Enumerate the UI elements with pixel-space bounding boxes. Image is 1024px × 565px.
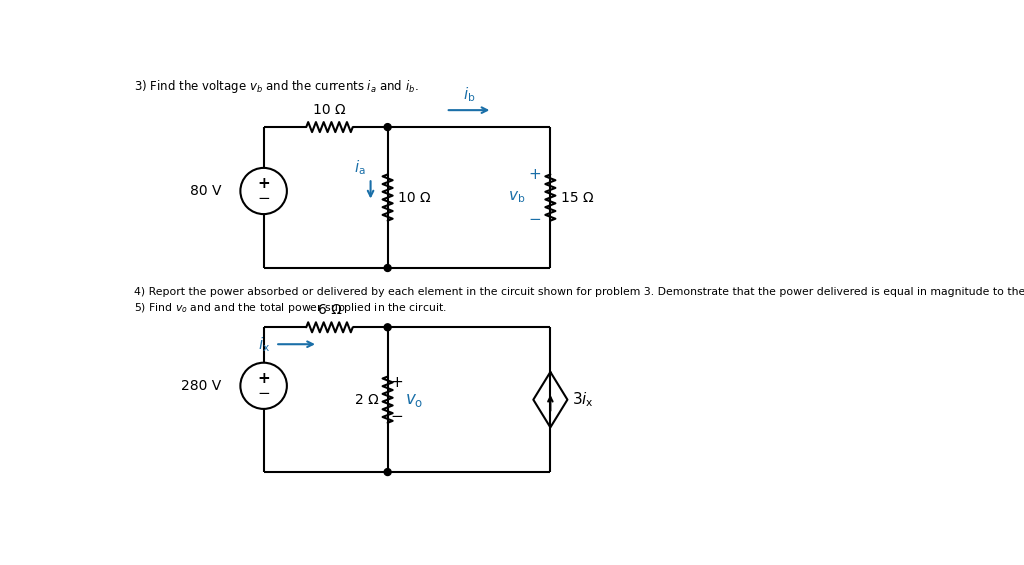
Text: 3) Find the voltage $v_b$ and the currents $i_a$ and $i_b$.: 3) Find the voltage $v_b$ and the curren…: [134, 78, 419, 95]
Text: 10 Ω: 10 Ω: [397, 190, 430, 205]
Text: $3i_{\mathrm{x}}$: $3i_{\mathrm{x}}$: [572, 390, 594, 409]
Text: 6 Ω: 6 Ω: [317, 303, 341, 318]
Text: +: +: [528, 167, 542, 182]
Text: $i_{\mathrm{x}}$: $i_{\mathrm{x}}$: [258, 335, 270, 354]
Text: 280 V: 280 V: [181, 379, 221, 393]
Text: +: +: [257, 371, 270, 385]
Text: 5) Find $v_o$ and and the total power supplied in the circuit.: 5) Find $v_o$ and and the total power su…: [134, 301, 446, 315]
Text: −: −: [390, 409, 403, 424]
Circle shape: [384, 468, 391, 476]
Text: 15 Ω: 15 Ω: [561, 190, 594, 205]
Text: $i_{\mathrm{a}}$: $i_{\mathrm{a}}$: [354, 158, 366, 177]
Text: +: +: [257, 176, 270, 191]
Circle shape: [384, 124, 391, 131]
Circle shape: [384, 264, 391, 271]
Text: −: −: [257, 386, 270, 401]
Text: $v_{\mathrm{b}}$: $v_{\mathrm{b}}$: [508, 190, 525, 206]
Text: $v_{\mathrm{o}}$: $v_{\mathrm{o}}$: [404, 390, 423, 408]
Text: 10 Ω: 10 Ω: [313, 103, 346, 117]
Text: 4) Report the power absorbed or delivered by each element in the circuit shown f: 4) Report the power absorbed or delivere…: [134, 287, 1024, 297]
Text: −: −: [257, 191, 270, 206]
Text: $i_{\mathrm{b}}$: $i_{\mathrm{b}}$: [463, 85, 475, 104]
Text: −: −: [528, 212, 542, 227]
Text: +: +: [390, 375, 403, 390]
Text: 2 Ω: 2 Ω: [354, 393, 378, 407]
Text: 80 V: 80 V: [189, 184, 221, 198]
Circle shape: [384, 324, 391, 331]
